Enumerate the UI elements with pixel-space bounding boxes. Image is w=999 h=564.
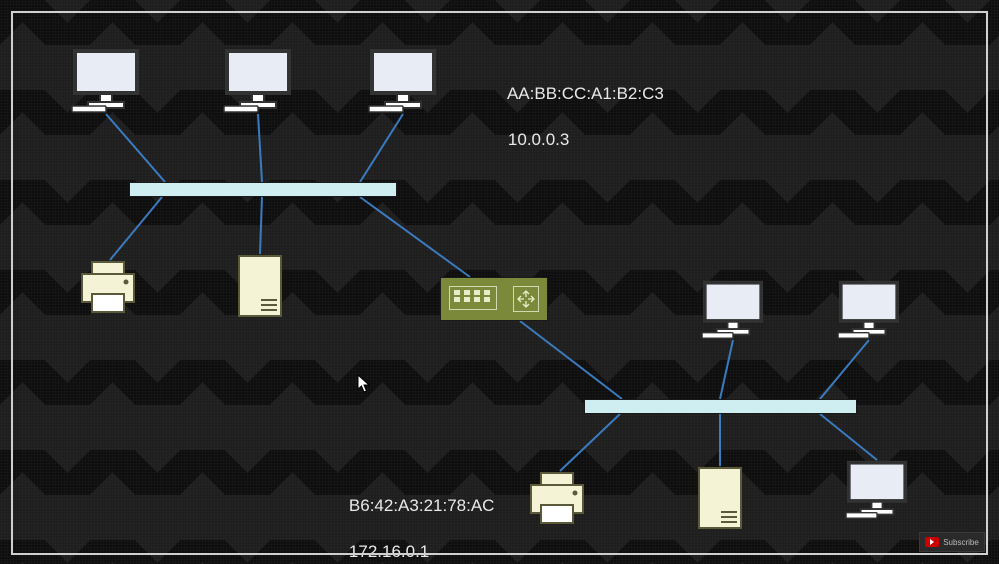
ip-address: 172.16.0.1	[349, 542, 429, 561]
network-hub-bottom	[584, 399, 857, 414]
computer-icon	[222, 48, 294, 114]
router-routing-icon	[513, 286, 539, 312]
computer-icon	[836, 280, 902, 340]
computer-icon	[700, 280, 766, 340]
printer-icon	[527, 471, 587, 527]
address-label-top: AA:BB:CC:A1:B2:C3 10.0.0.3	[489, 60, 664, 175]
printer-icon	[78, 260, 138, 316]
subscribe-label: Subscribe	[943, 538, 979, 547]
computer-icon	[70, 48, 142, 114]
computer-icon	[367, 48, 439, 114]
address-label-bottom: B6:42:A3:21:78:AC 172.16.0.1	[330, 472, 494, 564]
mac-address: B6:42:A3:21:78:AC	[349, 496, 495, 515]
server-icon	[237, 254, 283, 318]
server-icon	[697, 466, 743, 530]
router-icon	[440, 277, 548, 321]
diagram-canvas: AA:BB:CC:A1:B2:C3 10.0.0.3 B6:42:A3:21:7…	[0, 0, 999, 564]
router-ports	[449, 286, 497, 310]
ip-address: 10.0.0.3	[508, 130, 569, 149]
subscribe-button[interactable]: Subscribe	[919, 532, 985, 552]
youtube-icon	[925, 537, 939, 547]
network-hub-top	[129, 182, 397, 197]
mac-address: AA:BB:CC:A1:B2:C3	[507, 84, 664, 103]
computer-icon	[844, 460, 910, 520]
